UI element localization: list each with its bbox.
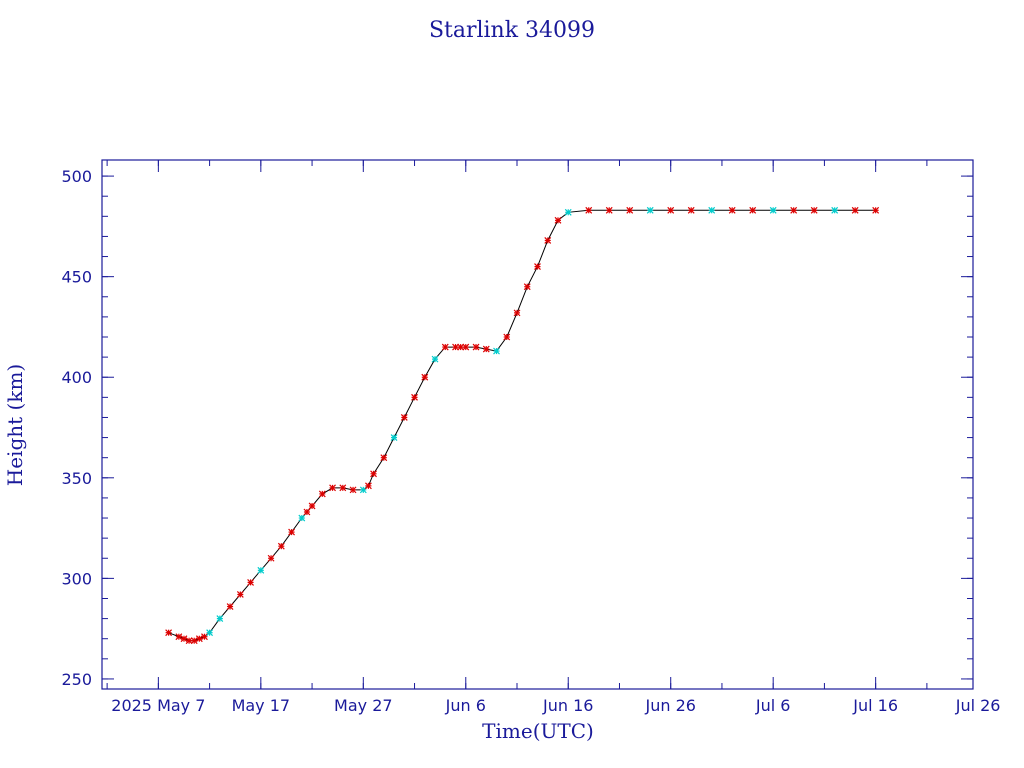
data-point xyxy=(728,206,736,214)
data-point xyxy=(831,206,839,214)
data-point xyxy=(667,206,675,214)
x-tick-label: Jul 6 xyxy=(755,696,791,715)
data-point xyxy=(364,482,372,490)
data-point xyxy=(175,633,183,641)
y-tick-label: 300 xyxy=(61,569,92,588)
data-point xyxy=(564,208,572,216)
data-point xyxy=(585,206,593,214)
data-point xyxy=(431,355,439,363)
series-markers xyxy=(165,206,880,645)
y-tick-label: 500 xyxy=(61,167,92,186)
y-tick-labels: 250 300 350 400 450 500 xyxy=(61,167,92,689)
data-point xyxy=(790,206,798,214)
x-tick-label: May 17 xyxy=(232,696,291,715)
x-tick-label: Jun 6 xyxy=(445,696,486,715)
data-point xyxy=(226,603,234,610)
data-point xyxy=(626,206,634,214)
data-point xyxy=(277,542,285,550)
y-tick-label: 450 xyxy=(61,268,92,287)
plot-frame xyxy=(101,159,974,690)
data-point xyxy=(216,615,224,623)
x-tick-label: Jul 16 xyxy=(852,696,898,715)
x-tick-label: Jun 26 xyxy=(644,696,695,715)
x-tick-label: May 27 xyxy=(334,696,393,715)
data-point xyxy=(185,637,193,645)
data-point xyxy=(421,373,429,381)
data-point xyxy=(201,633,208,641)
data-point xyxy=(544,237,552,244)
data-point xyxy=(441,343,449,351)
data-point xyxy=(329,484,336,492)
data-point xyxy=(298,514,306,522)
data-point xyxy=(195,635,203,643)
x-tick-label: Jun 16 xyxy=(542,696,593,715)
data-point xyxy=(708,206,716,214)
data-point xyxy=(554,216,562,224)
data-point xyxy=(503,333,511,341)
data-point xyxy=(349,486,357,494)
series-line-group xyxy=(168,209,876,642)
data-point xyxy=(452,343,459,351)
data-point xyxy=(462,343,470,351)
data-point xyxy=(308,502,316,510)
data-point xyxy=(687,206,695,214)
data-point xyxy=(472,343,480,351)
series-line xyxy=(168,209,876,642)
data-point xyxy=(400,414,408,421)
y-axis-label: Height (km) xyxy=(3,364,27,486)
data-point xyxy=(288,528,295,536)
data-point xyxy=(482,345,490,353)
data-point xyxy=(257,566,265,574)
x-axis-label: Time(UTC) xyxy=(482,719,594,743)
data-point xyxy=(339,484,347,492)
data-point xyxy=(318,490,326,498)
data-point xyxy=(513,309,521,317)
y-tick-label: 350 xyxy=(61,469,92,488)
x-tick-label: 2025 May 7 xyxy=(111,696,205,715)
data-point xyxy=(605,206,613,214)
y-tick-label: 250 xyxy=(61,670,92,689)
data-point xyxy=(267,554,275,562)
data-point xyxy=(769,206,777,214)
data-point xyxy=(872,206,880,214)
data-point xyxy=(247,578,255,586)
data-point xyxy=(206,629,214,637)
data-point xyxy=(851,206,859,214)
data-point xyxy=(749,206,757,214)
data-point xyxy=(493,347,500,355)
data-point xyxy=(165,629,173,637)
data-point xyxy=(359,486,367,494)
major-ticks xyxy=(102,160,973,689)
data-point xyxy=(411,393,418,401)
data-point xyxy=(380,454,388,462)
data-point xyxy=(390,434,398,441)
x-tick-label: Jul 26 xyxy=(955,696,1001,715)
chart-title: Starlink 34099 xyxy=(429,18,595,43)
data-point xyxy=(180,635,188,643)
data-point xyxy=(190,637,198,645)
data-point xyxy=(810,206,818,214)
x-tick-labels: 2025 May 7 May 17 May 27 Jun 6 Jun 16 Jun 26 J… xyxy=(111,696,1000,715)
data-point xyxy=(523,283,531,291)
data-point xyxy=(303,508,311,516)
data-point xyxy=(534,263,541,271)
data-point xyxy=(646,206,654,214)
y-tick-label: 400 xyxy=(61,368,92,387)
data-point xyxy=(236,591,244,598)
data-point xyxy=(370,470,377,478)
data-point xyxy=(457,343,465,351)
